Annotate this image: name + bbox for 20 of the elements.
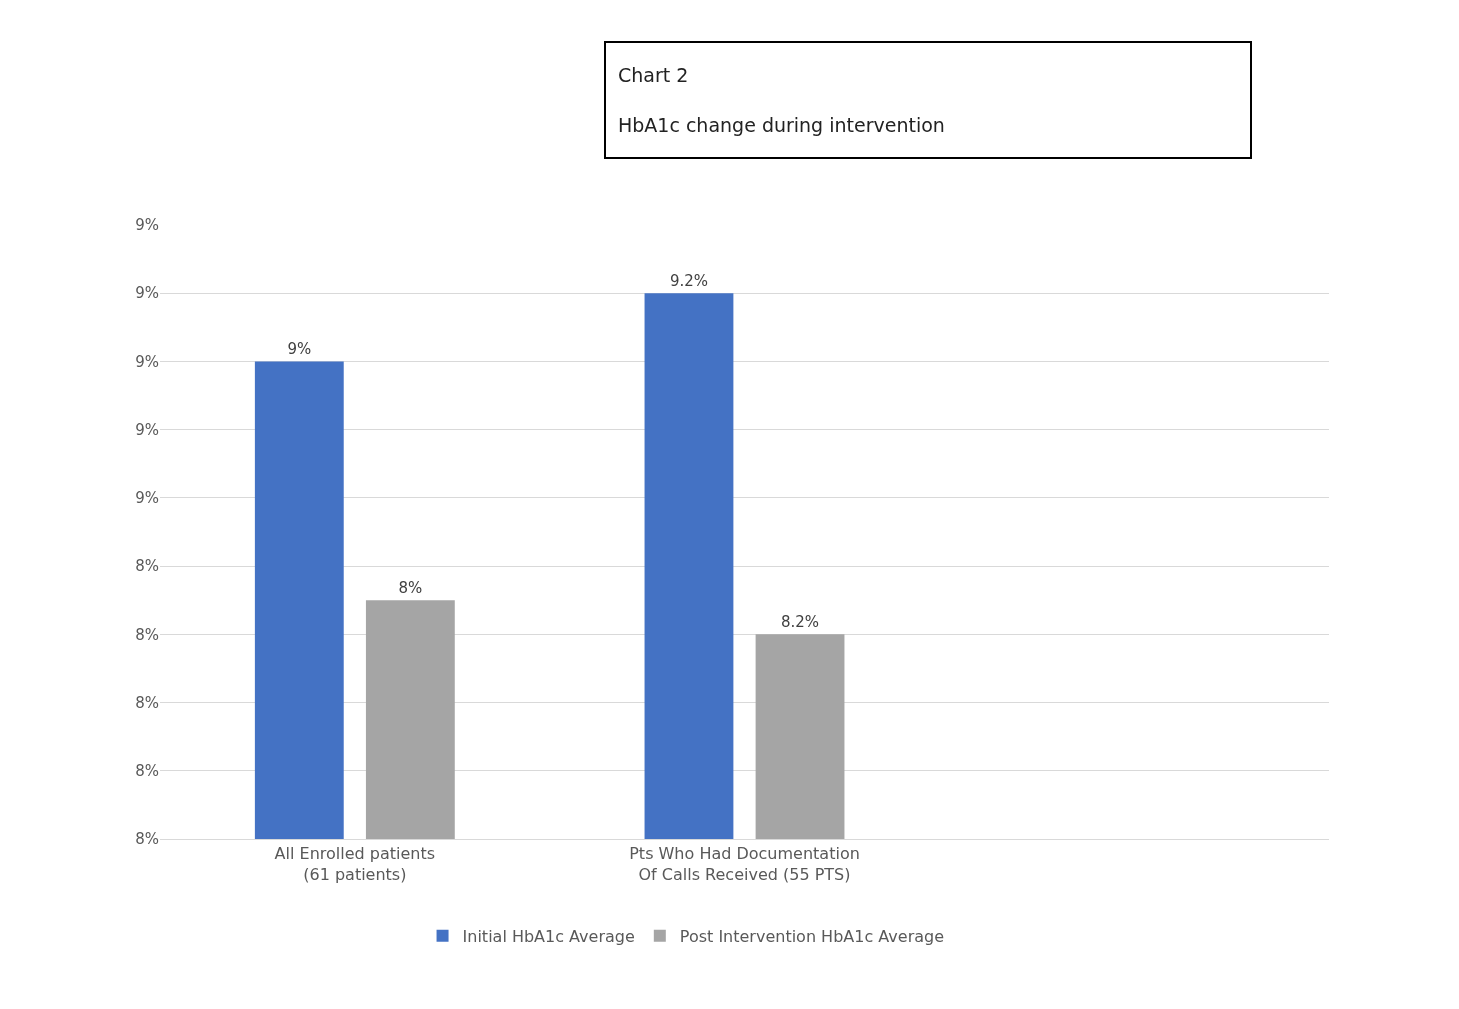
y-tick-label: 8%: [135, 557, 159, 576]
x-tick-label: Pts Who Had Documentation Of Calls Received (55 PTS): [629, 844, 860, 884]
data-label: 8%: [398, 579, 423, 598]
chart-subtitle: HbA1c change during intervention: [618, 113, 945, 136]
data-label: 9%: [287, 340, 312, 359]
y-tick-label: 8%: [135, 830, 159, 849]
data-label: 9.2%: [669, 272, 709, 291]
y-tick-label: 8%: [135, 693, 159, 712]
chart-title: Chart 2: [618, 64, 689, 87]
y-tick-label: 9%: [135, 216, 159, 235]
data-label: 8.2%: [780, 613, 820, 632]
legend-label: Post Intervention HbA1c Average: [679, 926, 945, 946]
y-tick-label: 9%: [135, 284, 159, 303]
y-tick-label: 8%: [135, 762, 159, 781]
y-tick-label: 9%: [135, 489, 159, 508]
y-tick-label: 8%: [135, 625, 159, 644]
x-tick-label: All Enrolled patients (61 patients): [274, 844, 436, 884]
y-tick-label: 9%: [135, 352, 159, 371]
y-tick-label: 9%: [135, 420, 159, 439]
legend-label: Initial HbA1c Average: [462, 926, 635, 946]
